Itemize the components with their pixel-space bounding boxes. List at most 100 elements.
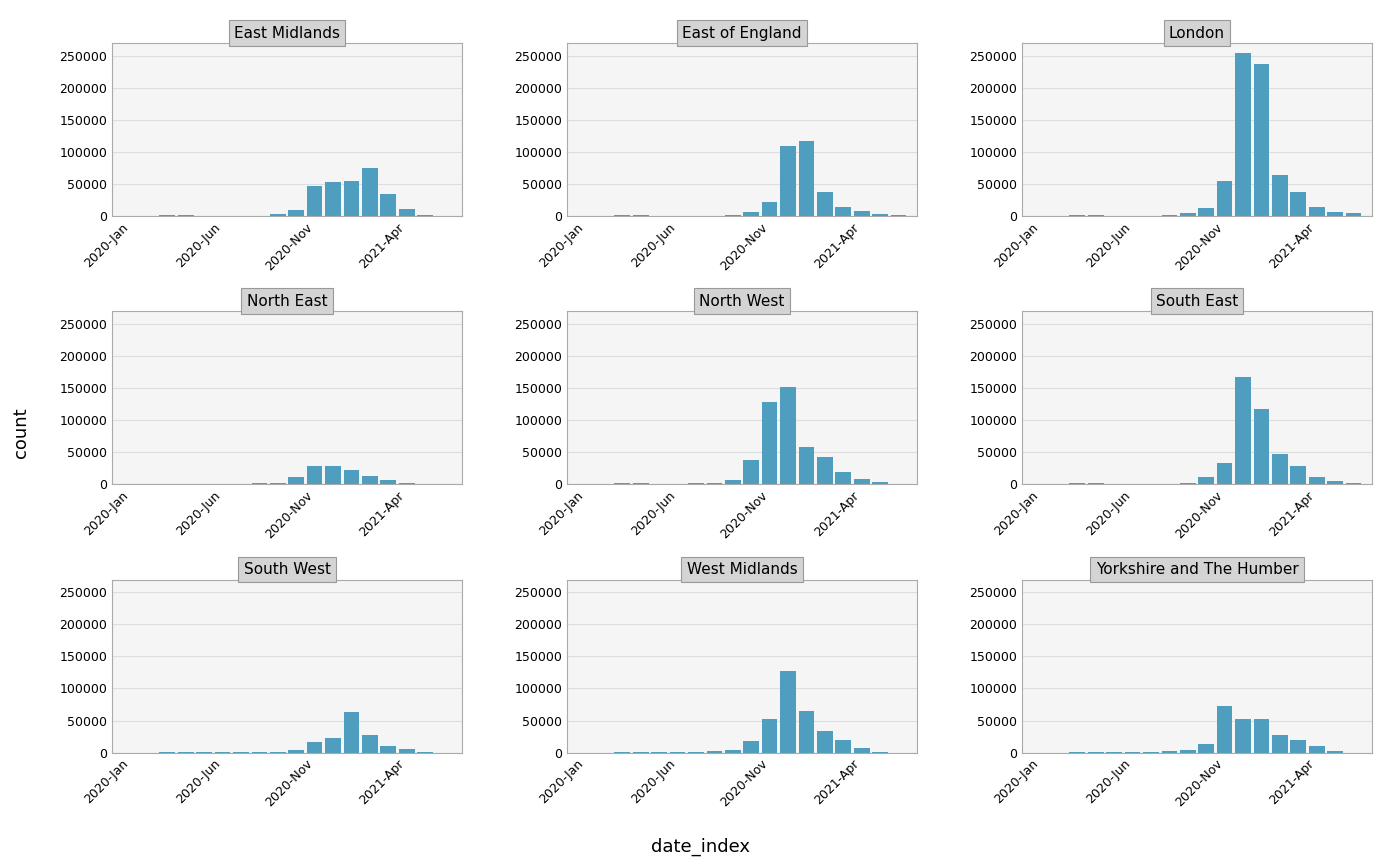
Title: London: London <box>1169 26 1225 41</box>
Bar <box>270 215 286 216</box>
Bar <box>399 208 414 216</box>
Bar <box>780 670 795 753</box>
Bar <box>363 476 378 484</box>
Bar <box>399 749 414 753</box>
Bar <box>780 146 795 216</box>
Bar <box>1253 719 1270 753</box>
Bar <box>288 750 304 753</box>
Text: date_index: date_index <box>651 838 749 856</box>
Bar <box>836 740 851 753</box>
Bar <box>1180 483 1196 484</box>
Bar <box>307 186 322 216</box>
Bar <box>1198 477 1214 484</box>
Bar <box>363 734 378 753</box>
Bar <box>872 482 888 484</box>
Bar <box>818 458 833 484</box>
Bar <box>836 472 851 484</box>
Bar <box>1162 215 1177 216</box>
Bar <box>288 477 304 484</box>
Bar <box>836 208 851 216</box>
Bar <box>743 741 759 753</box>
Bar <box>160 215 175 216</box>
Title: North West: North West <box>700 294 784 309</box>
Bar <box>762 202 777 216</box>
Bar <box>762 719 777 753</box>
Title: West Midlands: West Midlands <box>686 562 798 577</box>
Bar <box>363 168 378 216</box>
Bar <box>1198 208 1214 216</box>
Bar <box>325 738 340 753</box>
Bar <box>633 215 648 216</box>
Bar <box>1309 208 1324 216</box>
Bar <box>1235 53 1250 216</box>
Bar <box>798 141 815 216</box>
Bar <box>1180 750 1196 753</box>
Bar <box>1273 453 1288 484</box>
Bar <box>1217 464 1232 484</box>
Bar <box>707 752 722 753</box>
Bar <box>762 402 777 484</box>
Bar <box>1235 377 1250 484</box>
Bar <box>872 215 888 216</box>
Bar <box>417 215 433 216</box>
Bar <box>1180 214 1196 216</box>
Bar <box>1070 215 1085 216</box>
Bar <box>1309 477 1324 484</box>
Bar <box>1327 752 1343 753</box>
Title: East Midlands: East Midlands <box>234 26 340 41</box>
Bar <box>1327 212 1343 216</box>
Bar <box>307 742 322 753</box>
Bar <box>417 752 433 753</box>
Bar <box>343 712 360 753</box>
Bar <box>381 746 396 753</box>
Bar <box>381 480 396 484</box>
Bar <box>725 215 741 216</box>
Bar <box>633 752 648 753</box>
Bar <box>872 752 888 753</box>
Bar <box>818 732 833 753</box>
Bar <box>399 483 414 484</box>
Bar <box>325 466 340 484</box>
Bar <box>307 466 322 484</box>
Bar <box>1291 740 1306 753</box>
Bar <box>1273 734 1288 753</box>
Bar <box>1088 215 1103 216</box>
Bar <box>270 483 286 484</box>
Title: South East: South East <box>1156 294 1238 309</box>
Title: Yorkshire and The Humber: Yorkshire and The Humber <box>1096 562 1298 577</box>
Bar <box>1273 175 1288 216</box>
Text: count: count <box>13 407 29 458</box>
Bar <box>1162 752 1177 753</box>
Bar <box>1198 744 1214 753</box>
Bar <box>1345 213 1361 216</box>
Bar <box>343 470 360 484</box>
Bar <box>1253 409 1270 484</box>
Bar <box>854 211 869 216</box>
Bar <box>798 447 815 484</box>
Bar <box>1235 719 1250 753</box>
Bar <box>743 460 759 484</box>
Bar <box>854 478 869 484</box>
Bar <box>818 192 833 216</box>
Bar <box>1291 466 1306 484</box>
Bar <box>1327 481 1343 484</box>
Bar <box>1088 752 1103 753</box>
Bar <box>1309 746 1324 753</box>
Title: East of England: East of England <box>682 26 802 41</box>
Title: South West: South West <box>244 562 330 577</box>
Bar <box>1253 64 1270 216</box>
Bar <box>178 215 193 216</box>
Title: North East: North East <box>246 294 328 309</box>
Bar <box>798 711 815 753</box>
Bar <box>780 387 795 484</box>
Bar <box>343 181 360 216</box>
Bar <box>890 215 906 216</box>
Bar <box>854 747 869 753</box>
Bar <box>381 195 396 216</box>
Bar <box>1291 192 1306 216</box>
Bar <box>743 212 759 216</box>
Bar <box>288 210 304 216</box>
Bar <box>725 480 741 484</box>
Bar <box>1217 706 1232 753</box>
Bar <box>325 182 340 216</box>
